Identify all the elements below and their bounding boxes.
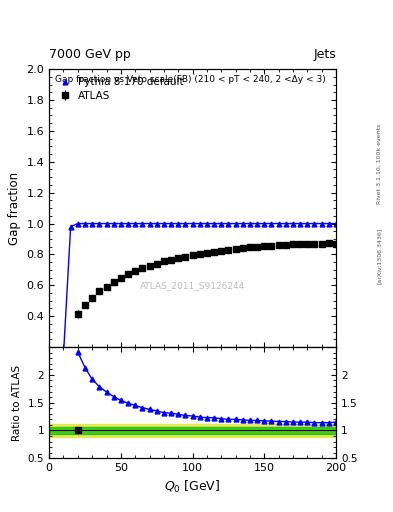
Pythia 8.170 default (205, 221, 209, 227)
Text: Jets: Jets (313, 49, 336, 61)
Pythia 8.170 default (190, 221, 195, 227)
Pythia 8.170 default (298, 221, 303, 227)
Pythia 8.170 default (75, 221, 80, 227)
Pythia 8.170 default (219, 221, 224, 227)
Pythia 8.170 default (212, 221, 217, 227)
Pythia 8.170 default (133, 221, 138, 227)
Pythia 8.170 default (276, 221, 281, 227)
Y-axis label: Gap fraction: Gap fraction (8, 172, 21, 245)
Line: Pythia 8.170 default: Pythia 8.170 default (61, 221, 338, 357)
Text: ATLAS_2011_S9126244: ATLAS_2011_S9126244 (140, 282, 245, 290)
Pythia 8.170 default (255, 221, 259, 227)
Pythia 8.170 default (197, 221, 202, 227)
Pythia 8.170 default (327, 221, 331, 227)
Bar (49, 426, 336, 434)
Pythia 8.170 default (162, 221, 166, 227)
Pythia 8.170 default (226, 221, 231, 227)
Pythia 8.170 default (111, 221, 116, 227)
Pythia 8.170 default (241, 221, 245, 227)
Pythia 8.170 default (90, 221, 95, 227)
Pythia 8.170 default (305, 221, 310, 227)
Pythia 8.170 default (248, 221, 252, 227)
Pythia 8.170 default (104, 221, 109, 227)
Pythia 8.170 default (97, 221, 102, 227)
Pythia 8.170 default (83, 221, 87, 227)
Pythia 8.170 default (154, 221, 159, 227)
Bar (49, 424, 336, 437)
Pythia 8.170 default (119, 221, 123, 227)
Pythia 8.170 default (61, 352, 66, 358)
Pythia 8.170 default (176, 221, 181, 227)
X-axis label: $Q_0$ [GeV]: $Q_0$ [GeV] (164, 479, 221, 495)
Pythia 8.170 default (140, 221, 145, 227)
Pythia 8.170 default (320, 221, 324, 227)
Legend: Pythia 8.170 default, ATLAS: Pythia 8.170 default, ATLAS (54, 74, 187, 104)
Pythia 8.170 default (312, 221, 317, 227)
Text: 7000 GeV pp: 7000 GeV pp (49, 49, 131, 61)
Text: Rivet 3.1.10, 100k events: Rivet 3.1.10, 100k events (377, 124, 382, 204)
Pythia 8.170 default (283, 221, 288, 227)
Pythia 8.170 default (233, 221, 238, 227)
Pythia 8.170 default (147, 221, 152, 227)
Pythia 8.170 default (269, 221, 274, 227)
Pythia 8.170 default (68, 224, 73, 230)
Pythia 8.170 default (291, 221, 296, 227)
Pythia 8.170 default (169, 221, 173, 227)
Pythia 8.170 default (262, 221, 267, 227)
Text: Gap fraction vs Veto scale(FB) (210 < pT < 240, 2 <Δy < 3): Gap fraction vs Veto scale(FB) (210 < pT… (55, 75, 326, 83)
Pythia 8.170 default (126, 221, 130, 227)
Pythia 8.170 default (183, 221, 188, 227)
Y-axis label: Ratio to ATLAS: Ratio to ATLAS (12, 365, 22, 441)
Text: [arXiv:1306.3436]: [arXiv:1306.3436] (377, 228, 382, 284)
Pythia 8.170 default (334, 221, 338, 227)
